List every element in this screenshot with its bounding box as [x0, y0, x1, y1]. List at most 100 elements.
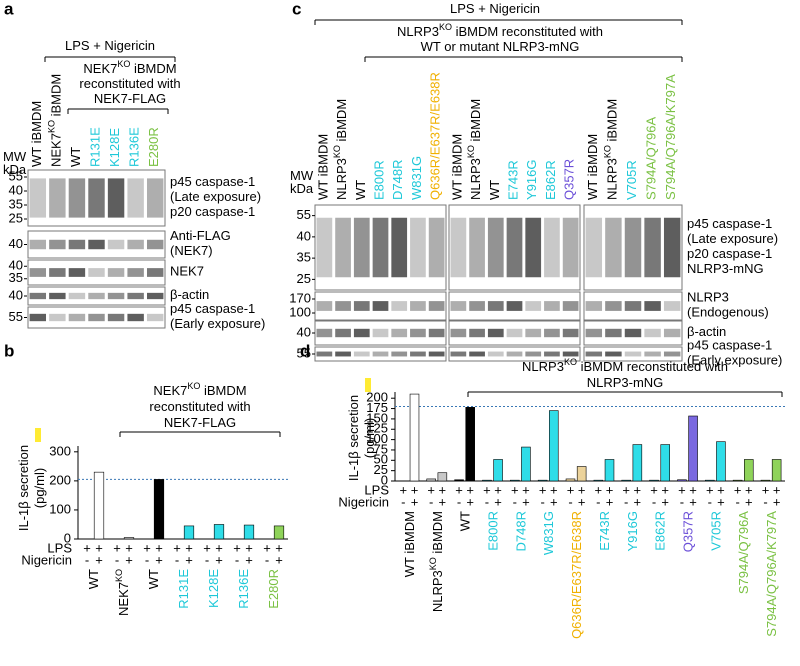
y-tick-label: 300 — [49, 443, 71, 458]
chart-header-part: iBMDM — [200, 383, 246, 398]
x-tick-label-part: WT — [458, 511, 473, 531]
nigericin-sign: - — [265, 552, 269, 567]
lane-label: WT iBMDM — [316, 134, 331, 200]
bar — [576, 466, 587, 482]
y-tick-label: 150 — [366, 410, 388, 425]
blot-band — [663, 217, 681, 278]
subheader-part: NEK7-FLAG — [94, 91, 166, 106]
x-tick-label-part: D748R — [514, 511, 529, 551]
row-label-part: NLRP3-mNG — [687, 261, 764, 276]
row-label: p45 caspase-1 — [170, 174, 255, 189]
lane-label-part: Q357R — [562, 159, 577, 200]
lps-sign: + — [233, 540, 241, 555]
row-label: p20 caspase-1 — [687, 246, 772, 261]
blot-band — [107, 178, 125, 218]
lane-label: WT — [487, 180, 502, 200]
blot-band — [450, 351, 467, 357]
nigericin-sign: + — [466, 494, 474, 509]
row-label: p45 caspase-1 — [687, 216, 772, 231]
blot-band — [107, 292, 125, 300]
blot-band — [391, 351, 408, 357]
nigericin-sign: + — [578, 494, 586, 509]
blot-band — [487, 328, 504, 338]
lps-sign: + — [634, 482, 642, 497]
row-label-part: p20 caspase-1 — [687, 246, 772, 261]
lane-label-part: iBMDM — [605, 99, 620, 145]
blot-band — [68, 292, 86, 300]
x-tick-label: Q357R — [681, 511, 696, 552]
nigericin-sign: + — [245, 552, 253, 567]
bar — [273, 525, 285, 540]
lane-label: E280R — [147, 127, 162, 167]
blot — [27, 169, 166, 227]
y-axis-label-part: IL-1β secretion — [346, 395, 361, 481]
row-label-part: (Late exposure) — [687, 231, 778, 246]
lane-label: Y916G — [525, 160, 540, 200]
y-axis-label-part: IL-1β secretion — [16, 445, 31, 531]
bar — [677, 479, 687, 482]
lps-sign: + — [734, 482, 742, 497]
blot-band — [624, 328, 642, 338]
blot-band — [68, 239, 86, 250]
row-label-part: Anti-FLAG — [170, 228, 231, 243]
blot-band — [428, 351, 445, 357]
mw-label-part: kDa — [3, 162, 27, 177]
row-label-part: (Endogenous) — [687, 305, 769, 320]
panel-letter: d — [300, 341, 310, 360]
blot-band — [525, 351, 542, 357]
mw-marker: 55 — [9, 309, 23, 324]
blot-band — [624, 301, 642, 311]
x-tick-label-part: KO — [114, 569, 124, 582]
blot-band — [88, 178, 105, 218]
blot-band — [335, 351, 351, 357]
lane-label: WT iBMDM — [450, 134, 465, 200]
lps-sign: + — [483, 482, 491, 497]
nigericin-sign: + — [494, 494, 502, 509]
blot-band — [353, 217, 370, 278]
y-tick-label: 100 — [366, 431, 388, 446]
panel-letter: b — [4, 341, 14, 360]
row-label: Nigericin — [338, 494, 389, 509]
lps-sign: + — [466, 482, 474, 497]
lane-label: K128E — [108, 128, 123, 167]
lps-sign: + — [578, 482, 586, 497]
nigericin-sign: - — [145, 552, 149, 567]
lane-label: D748R — [391, 160, 406, 200]
blot-band — [562, 301, 579, 311]
mw-marker: 25 — [297, 271, 311, 286]
x-tick-label: E280R — [266, 569, 281, 609]
nigericin-sign: + — [745, 494, 753, 509]
blot-band — [88, 268, 105, 277]
blot-band — [335, 328, 351, 338]
blot-band — [316, 328, 333, 338]
x-tick-label-part: R136E — [236, 569, 251, 609]
x-tick-label-part: Q357R — [681, 511, 696, 552]
highlight — [35, 428, 41, 442]
blot-band — [410, 328, 426, 338]
blot-band — [469, 351, 485, 357]
row-label-part: p45 caspase-1 — [687, 216, 772, 231]
lps-sign: + — [550, 482, 558, 497]
blot-band — [353, 301, 370, 311]
blot-band — [469, 301, 485, 311]
lps-sign: + — [706, 482, 714, 497]
blot-band — [391, 328, 408, 338]
subheader: NLRP3KO iBMDM reconstituted with — [397, 22, 603, 39]
lane-label-part: S794A/Q796A — [644, 117, 659, 200]
blot-band — [506, 301, 523, 311]
blot — [448, 291, 581, 321]
blot-band — [450, 328, 467, 338]
lane-label: WT iBMDM — [585, 134, 600, 200]
bar — [621, 479, 631, 482]
x-tick-label: S794A/Q796A — [737, 511, 752, 594]
blot-band — [562, 328, 579, 338]
blot-band — [49, 268, 66, 277]
chart-header-part: reconstituted with — [149, 399, 250, 414]
lps-sign: + — [427, 482, 435, 497]
blot-band — [29, 178, 47, 218]
nigericin-sign: + — [215, 552, 223, 567]
lps-sign: + — [125, 540, 133, 555]
row-label: (Endogenous) — [687, 305, 769, 320]
chart-header-part: iBMDM reconstituted with — [577, 359, 728, 374]
x-tick-label-part: WT — [86, 569, 101, 589]
